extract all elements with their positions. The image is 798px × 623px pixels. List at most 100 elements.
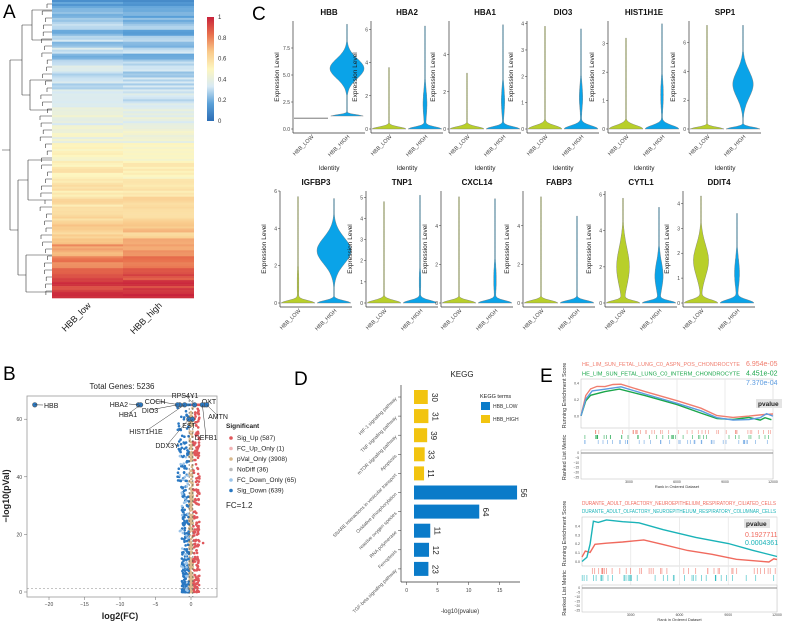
legend-label: Sig_Down (639) [237, 488, 284, 495]
data-point [183, 464, 187, 468]
heatmap-cell [52, 9, 123, 13]
data-point [187, 450, 190, 454]
violin-title: HBB [320, 8, 338, 17]
heatmap-cell [123, 135, 194, 138]
es-tick-label: 0.0 [574, 414, 579, 418]
bar [414, 390, 428, 404]
violin-high [644, 23, 680, 130]
data-point [198, 520, 201, 524]
heatmap-cell [52, 182, 123, 186]
heatmap-cell [123, 129, 194, 132]
count-label: 39 [429, 431, 438, 440]
data-point [196, 488, 200, 492]
x-tick-label: HBB_HIGH [405, 134, 429, 158]
heatmap-cell [52, 248, 123, 251]
heatmap-cell [52, 47, 123, 50]
violin-low [371, 67, 407, 130]
data-point [196, 530, 200, 533]
metric-tick-label: 0 [578, 586, 580, 590]
data-point [197, 410, 200, 413]
heatmap-cell [123, 21, 194, 25]
heatmap-cell [123, 260, 194, 263]
metric-tick-label: −15 [574, 466, 580, 470]
heatmap-cell [123, 143, 194, 146]
heatmap-cell [52, 222, 123, 225]
heatmap-cell [123, 244, 194, 247]
heatmap-cell [52, 266, 123, 269]
heatmap-cell [52, 164, 123, 168]
data-point [195, 590, 199, 593]
heatmap-cell [123, 0, 194, 3]
data-point [194, 544, 198, 548]
heatmap-cell [123, 170, 194, 174]
heatmap-cell [123, 234, 194, 237]
heatmap-cell [52, 286, 123, 289]
metric-tick-label: −25 [575, 608, 581, 612]
heatmap-cell [123, 186, 194, 190]
data-point [187, 425, 190, 429]
legend-label: FC_Up_Only (1) [237, 446, 284, 453]
gsea-plot-bottom: DURANTE_ADULT_OLFACTORY_NEUROEPITHELIUM_… [562, 501, 782, 622]
heatmap-cell [123, 256, 194, 259]
y-tick-label: 60 [16, 417, 22, 423]
x-tick-label: HBB_HIGH [483, 134, 507, 158]
y-tick-label: 4 [435, 224, 438, 230]
y-tick-label: 0 [443, 127, 446, 133]
label-leader [128, 403, 139, 406]
data-point [195, 516, 199, 519]
heatmap-cell [52, 125, 123, 128]
heatmap-cell [52, 55, 123, 58]
bar [414, 485, 518, 500]
data-point [192, 488, 195, 491]
y-tick-label: 3 [521, 48, 524, 54]
data-point [183, 519, 186, 523]
y-axis-label-2: Ranked List Metric [562, 434, 568, 480]
ranked-metric-frame [580, 449, 774, 480]
heatmap-cell [123, 9, 194, 13]
y-tick-label: 0 [517, 301, 520, 307]
x-tick-label: HBB_LOW [604, 308, 628, 332]
data-point [180, 464, 183, 468]
bar [414, 542, 430, 557]
label-leader [206, 404, 219, 417]
data-point [183, 529, 186, 532]
pvalue-header-box [744, 519, 770, 528]
heatmap-cell [123, 180, 194, 184]
heatmap-cell [123, 242, 194, 245]
violin-low [683, 195, 719, 304]
heatmap-cell [123, 192, 194, 195]
data-point [195, 479, 199, 483]
violin-low [366, 201, 402, 304]
data-point [194, 411, 197, 414]
y-axis-label: Expression Level [347, 224, 354, 274]
data-point [195, 523, 198, 526]
heatmap-cell [52, 254, 123, 257]
y-tick-label: 2 [677, 251, 680, 257]
data-point [181, 486, 185, 489]
heatmap-cell [123, 51, 194, 54]
heatmap-cell [123, 137, 194, 140]
y-tick-label: 0 [602, 127, 605, 133]
legend-marker [229, 446, 233, 451]
data-point [195, 528, 198, 531]
heatmap-cell [52, 228, 123, 231]
x-tick-label: HBB_LOW [688, 134, 712, 158]
heatmap-cell [123, 252, 194, 255]
heatmap-cell [123, 61, 194, 64]
data-point [196, 581, 200, 584]
heatmap-cell [123, 103, 194, 106]
heatmap-cell [52, 141, 123, 144]
data-point [187, 434, 190, 438]
bar [414, 523, 431, 538]
heatmap-cell [123, 121, 194, 124]
y-axis-label: Running Enrichment Score [562, 501, 568, 567]
heatmap-cell [52, 89, 123, 92]
data-point [183, 497, 187, 500]
data-point [193, 413, 197, 416]
colorbar-tick-label: 0.8 [218, 36, 227, 42]
y-tick-label: 0 [521, 127, 524, 133]
data-point [186, 482, 189, 486]
heatmap-cell [123, 162, 194, 166]
heatmap-cell [52, 186, 123, 190]
heatmap-cell [123, 230, 194, 233]
